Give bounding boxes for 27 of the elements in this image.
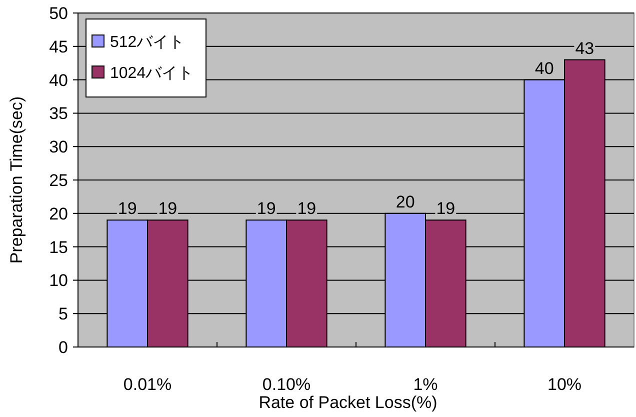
y-tick-label: 25 [49, 171, 68, 190]
data-label: 20 [396, 192, 415, 212]
y-tick-label: 30 [49, 138, 68, 157]
data-label: 19 [256, 199, 276, 218]
y-tick-label: 35 [49, 104, 68, 124]
x-axis-title: Rate of Packet Loss(%) [258, 393, 438, 412]
y-tick-label: 0 [58, 338, 68, 357]
data-label: 43 [575, 38, 594, 58]
legend-label: 512バイト [110, 34, 185, 51]
x-tick-label: 10% [547, 375, 582, 394]
data-label: 19 [436, 199, 456, 218]
y-tick-label: 10 [49, 271, 68, 290]
data-label: 19 [118, 199, 137, 218]
y-tick-label: 20 [49, 204, 68, 224]
y-tick-label: 15 [49, 238, 68, 257]
data-label: 19 [297, 199, 316, 218]
y-tick-label: 45 [49, 37, 68, 56]
data-label: 19 [158, 199, 178, 218]
x-tick-label: 0.01% [123, 375, 172, 394]
y-tick-label: 40 [49, 70, 68, 90]
y-tick-label: 50 [49, 4, 68, 23]
x-tick-label: 1% [413, 375, 438, 394]
y-axis-title: Preparation Time(sec) [7, 96, 26, 264]
y-tick-label: 5 [58, 304, 68, 324]
x-tick-label: 0.10% [262, 375, 311, 394]
data-label: 40 [534, 58, 554, 78]
legend-label: 1024バイト [110, 65, 194, 82]
